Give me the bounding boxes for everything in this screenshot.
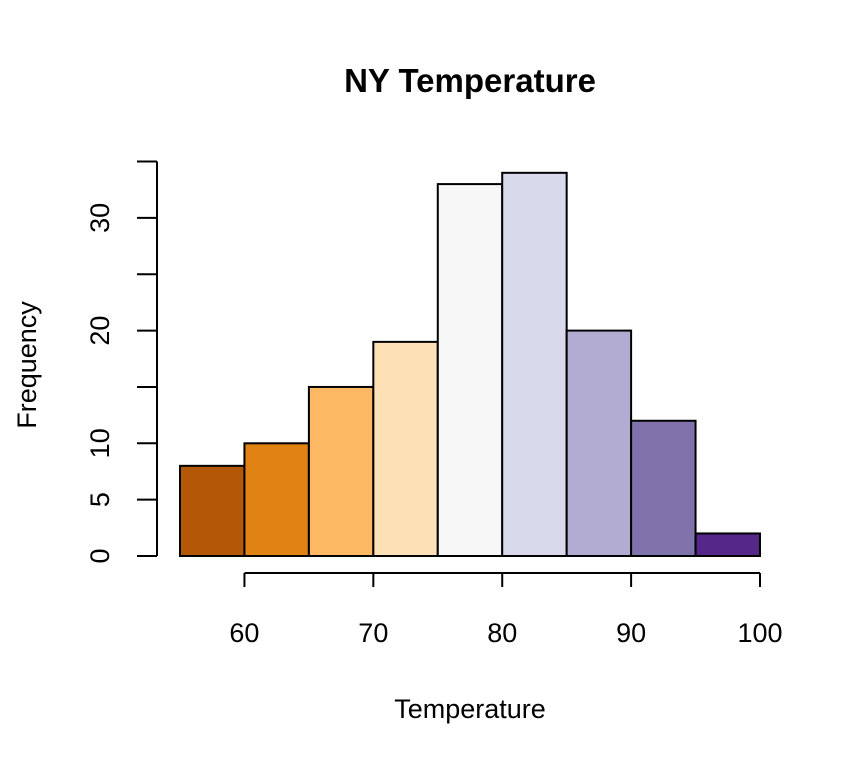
histogram-bar-2 <box>243 442 310 557</box>
y-tick-label-20: 20 <box>85 316 115 346</box>
bars-group <box>179 171 761 558</box>
y-axis-label: Frequency <box>12 301 42 429</box>
histogram-bar-7 <box>565 329 633 557</box>
x-tick-label-60: 60 <box>229 618 259 648</box>
histogram-bar-1 <box>179 464 246 557</box>
x-axis: 60 70 80 90 100 <box>229 572 783 648</box>
histogram-bar-9 <box>694 532 761 558</box>
x-axis-label: Temperature <box>394 694 546 724</box>
y-axis: 0 5 10 20 30 <box>85 160 158 564</box>
histogram-bar-8 <box>630 419 697 558</box>
y-tick-label-0: 0 <box>85 548 115 563</box>
histogram-bar-4 <box>372 340 439 557</box>
x-tick-label-80: 80 <box>487 618 517 648</box>
x-tick-label-90: 90 <box>616 618 646 648</box>
chart-title: NY Temperature <box>344 62 596 99</box>
y-tick-label-5: 5 <box>85 492 115 507</box>
y-tick-label-10: 10 <box>85 428 115 458</box>
x-tick-label-70: 70 <box>358 618 388 648</box>
x-tick-label-100: 100 <box>737 618 782 648</box>
histogram-bar-6 <box>501 171 568 557</box>
y-tick-label-30: 30 <box>85 203 115 233</box>
histogram-bar-5 <box>436 183 504 557</box>
histogram-bar-3 <box>307 385 375 558</box>
